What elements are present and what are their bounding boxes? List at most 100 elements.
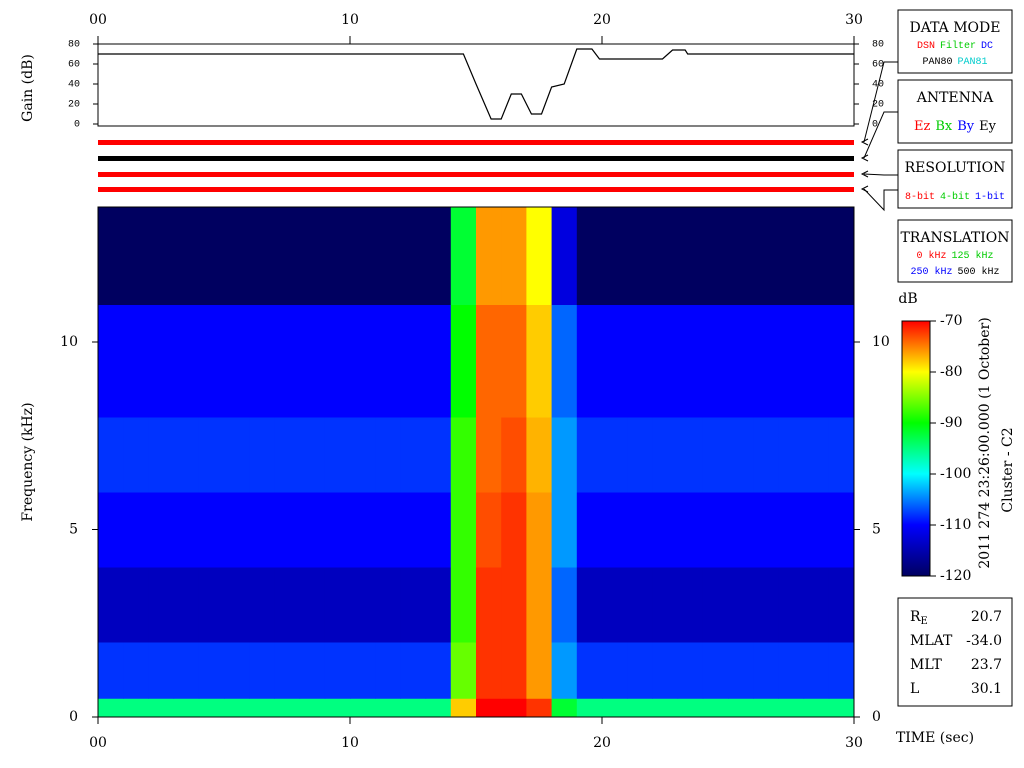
spectrogram-cell — [803, 642, 830, 699]
panel-item: Filter — [940, 40, 976, 52]
spectrogram-frame — [97, 206, 855, 718]
panel-item: PAN80 — [922, 57, 952, 68]
spectrogram-cell — [677, 207, 704, 305]
spectrogram-cell — [299, 567, 326, 643]
spectrogram-cell — [98, 492, 124, 568]
spectrogram-cell — [324, 642, 351, 699]
spectrogram-cell — [450, 417, 477, 493]
spectrogram-cell — [652, 567, 679, 643]
panel-title: TRANSLATION — [900, 230, 1009, 246]
spectrogram-cell — [576, 304, 603, 418]
colorbar-tick-label: -100 — [940, 466, 971, 482]
spectrogram-cell — [324, 417, 351, 493]
spectrogram-cell — [274, 567, 301, 643]
spectrogram-cell — [299, 698, 326, 718]
spectrogram-cell — [350, 642, 376, 699]
x-tick-label: 20 — [593, 12, 611, 28]
spectrogram-cell — [350, 304, 376, 418]
spectrogram-cell — [652, 417, 679, 493]
spectrogram-cell — [224, 207, 250, 305]
spectrogram-cell — [425, 567, 452, 643]
spectrogram-cell — [375, 304, 401, 418]
y-tick-label: 0 — [74, 120, 80, 131]
spectrogram-cell — [652, 642, 679, 699]
spectrogram-cell — [324, 492, 351, 568]
spectrogram-cell — [324, 304, 351, 418]
spectrogram-cell — [198, 492, 225, 568]
spectrogram-cell — [274, 417, 301, 493]
spectrogram-cell — [299, 492, 326, 568]
spectrogram-cell — [375, 492, 401, 568]
spectrogram-cell — [702, 492, 729, 568]
orbit-value: 23.7 — [971, 657, 1002, 673]
spectrogram-cell — [425, 698, 452, 718]
spectrogram-cell — [526, 698, 553, 718]
spectrogram-cell — [702, 207, 729, 305]
y-tick-label: 80 — [68, 40, 80, 51]
spectrogram-cell — [350, 492, 376, 568]
orbit-label: MLT — [910, 657, 942, 673]
spectrogram-cell — [677, 417, 704, 493]
spectrogram-cell — [778, 567, 805, 643]
orbit-box — [897, 597, 1013, 707]
spectrogram-cell — [375, 567, 401, 643]
panel-item: 125 kHz — [952, 250, 994, 262]
orbit-label-main: MLAT — [910, 633, 953, 649]
spectrogram-cell — [576, 492, 603, 568]
y-tick-label: 60 — [872, 60, 884, 71]
spectrogram-cell — [173, 567, 200, 643]
spectrogram-cell — [576, 567, 603, 643]
spectrogram-cell — [677, 642, 704, 699]
spectrogram-cell — [778, 304, 805, 418]
panel-item: Bx — [935, 119, 953, 134]
gain-frame — [97, 43, 855, 127]
spectrogram-cell — [324, 567, 351, 643]
x-tick-label: 30 — [845, 12, 863, 28]
spectrogram-cell — [778, 698, 805, 718]
spectrogram-cell — [602, 492, 628, 568]
colorbar-tick-label: -70 — [940, 313, 963, 329]
x-tick-label: 30 — [845, 735, 863, 751]
spectrogram-cell — [803, 698, 830, 718]
spectrogram-cell — [450, 642, 477, 699]
spectrogram-cell — [400, 417, 427, 493]
spectrogram-cell — [123, 492, 149, 568]
mode-bar — [98, 140, 854, 145]
spectrogram-cell — [828, 417, 855, 493]
spectrogram-cell — [501, 207, 527, 305]
spectrogram-cell — [551, 698, 578, 718]
spectrogram-cell — [123, 698, 149, 718]
y-tick-label: 40 — [68, 80, 80, 91]
y-tick-label: 0 — [872, 120, 878, 131]
panel-line: Ez Bx By Ey — [914, 119, 997, 134]
spectrogram-cell — [501, 698, 527, 718]
spectrogram-cell — [425, 207, 452, 305]
colorbar-tick-label: -110 — [940, 517, 971, 533]
panel-line: 250 kHz 500 kHz — [910, 266, 999, 278]
spectrogram-cell — [249, 492, 275, 568]
spectrogram-cell — [148, 492, 175, 568]
spectrogram-cell — [400, 207, 427, 305]
panel-line: PAN80 PAN81 — [922, 57, 987, 68]
spectrogram-cell — [501, 567, 527, 643]
spectrogram-cell — [828, 698, 855, 718]
spectrogram-cell — [753, 207, 779, 305]
orbit-value: 20.7 — [971, 609, 1002, 625]
panel-title: DATA MODE — [910, 20, 1001, 36]
spectrogram-cell — [375, 642, 401, 699]
y-tick-label: 10 — [60, 334, 78, 350]
y-tick-label: 5 — [872, 522, 881, 538]
spectrogram-cell — [627, 642, 653, 699]
spectrogram-cell — [98, 642, 124, 699]
spectrogram-cell — [400, 642, 427, 699]
spectrogram-cell — [677, 698, 704, 718]
spectrogram-cell — [753, 642, 779, 699]
panel-item: PAN81 — [958, 57, 988, 68]
y-tick-label: 20 — [872, 100, 884, 111]
spectrogram-cell — [350, 207, 376, 305]
timestamp: 2011 274 23:26:00.000 (1 October) — [977, 317, 993, 568]
spectrogram-cell — [476, 207, 502, 305]
spectrogram-cell — [702, 642, 729, 699]
spectrogram-cell — [526, 304, 553, 418]
panel-box — [897, 9, 1013, 74]
